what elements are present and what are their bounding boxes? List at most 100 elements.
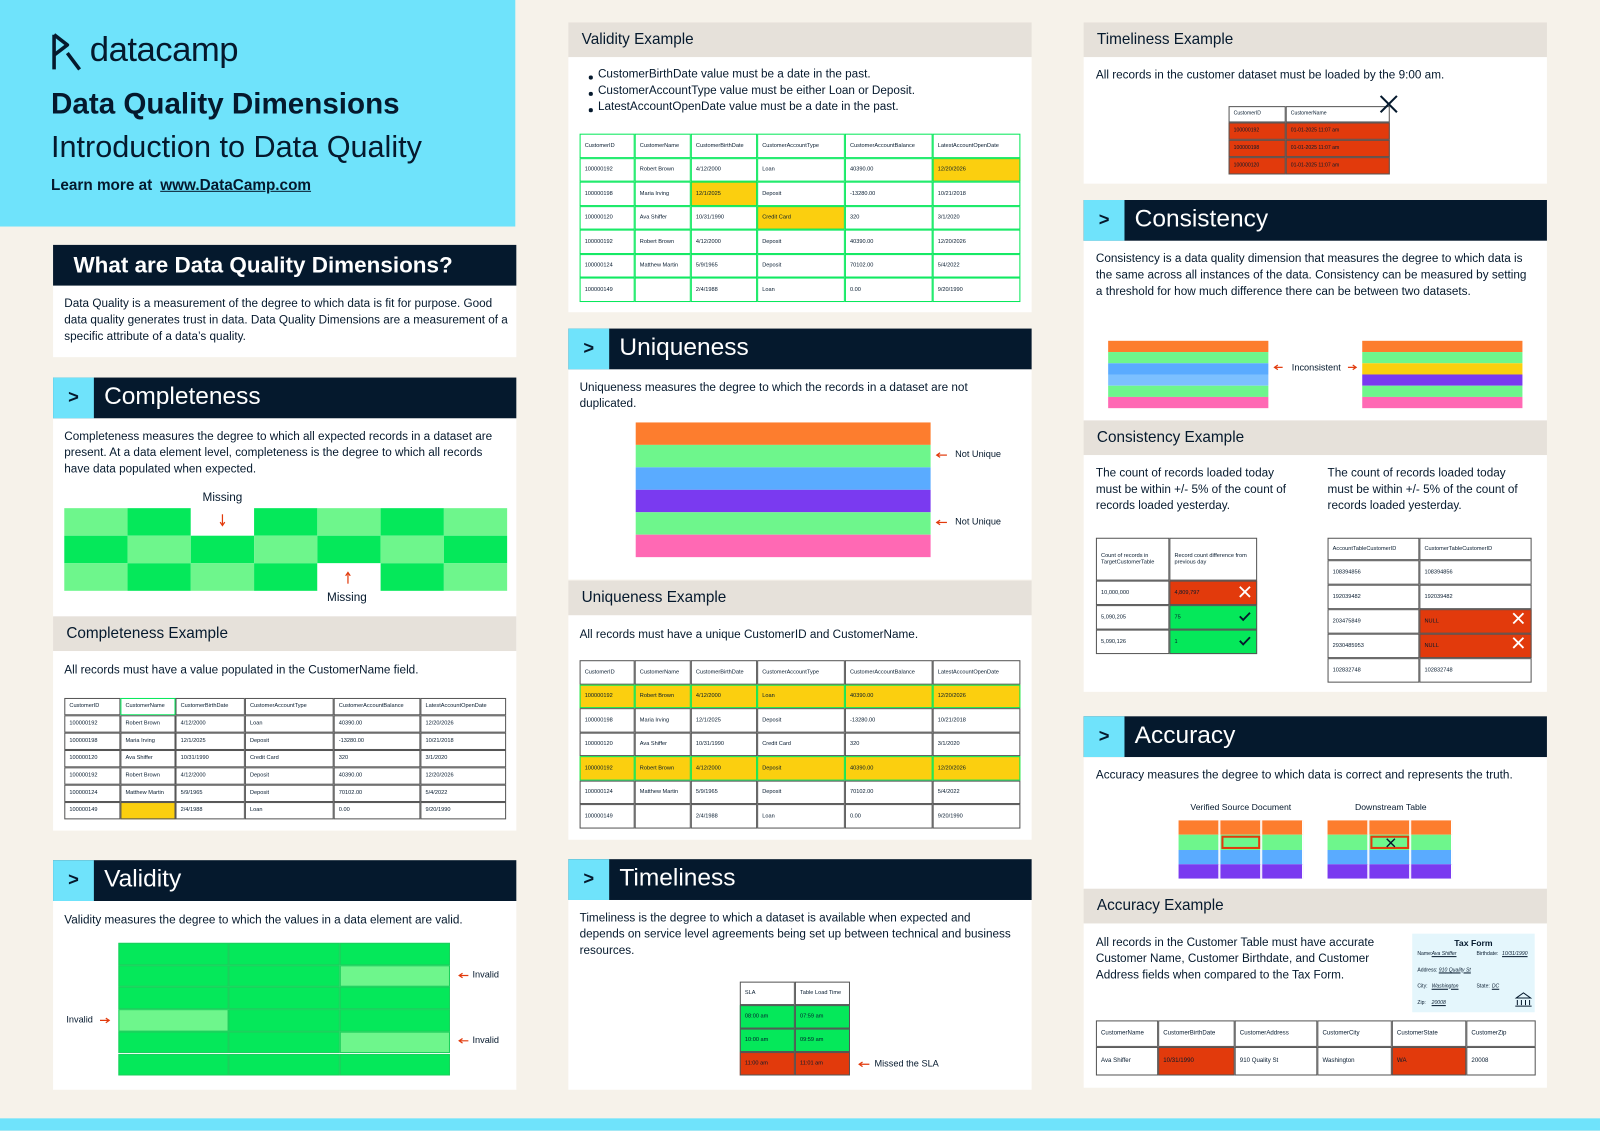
table-cell: Robert Brown	[120, 767, 176, 785]
grid-cell	[118, 1053, 229, 1076]
table-cell: 12/20/2026	[420, 767, 507, 785]
stripe	[1108, 363, 1269, 375]
subheader	[53, 616, 517, 652]
paragraph: Uniqueness measures the degree to which …	[579, 381, 968, 411]
header-panel	[0, 0, 516, 227]
table-cell: Loan	[757, 684, 845, 709]
card	[1083, 757, 1547, 889]
grid-cell	[339, 1031, 451, 1054]
link[interactable]: www.DataCamp.com	[160, 176, 312, 194]
table-header-cell: CustomerID	[579, 660, 635, 685]
table-cell: 70102.00	[844, 780, 933, 805]
stripe	[1362, 352, 1523, 364]
section-heading: Validity	[104, 865, 182, 893]
table-cell: 12/20/2026	[932, 684, 1021, 709]
table-cell: 12/20/2026	[932, 756, 1021, 781]
table-cell: Robert Brown	[634, 756, 691, 781]
table-cell: 100000192	[579, 756, 635, 781]
stripe	[1108, 374, 1269, 386]
table-cell: Robert Brown	[634, 229, 691, 254]
table-cell: 320	[333, 749, 421, 768]
table-cell: 100000149	[64, 802, 121, 820]
table-cell: 4/12/2000	[690, 229, 758, 254]
table-header-cell: CustomerName	[634, 133, 691, 158]
table-cell	[634, 277, 691, 302]
field-value: Washington	[1431, 983, 1459, 990]
grid-cell	[380, 563, 444, 591]
table-cell: Loan	[757, 277, 845, 302]
table-cell: 3/1/2020	[420, 749, 507, 768]
table-cell: 5,090,205	[1095, 605, 1170, 630]
bullet-text: LatestAccountOpenDate value must be a da…	[597, 101, 899, 114]
section-bar	[53, 377, 517, 419]
table-cell: 5/4/2022	[932, 780, 1021, 805]
table-cell: 9/20/1990	[932, 804, 1021, 829]
table-cell: 70102.00	[844, 253, 933, 278]
table-cell: Maria Irving	[120, 732, 176, 750]
table-cell: 100000198	[579, 708, 635, 733]
table-header-cell: CustomerName	[634, 660, 691, 685]
bullet-text: CustomerAccountType value must be either…	[597, 84, 915, 97]
grid-cell	[118, 964, 229, 988]
table-cell: 320	[844, 205, 933, 230]
table-cell: 192039482	[1419, 584, 1532, 610]
table-cell: 102832748	[1327, 658, 1420, 683]
table-cell: 01-01-2025 11:07 am	[1285, 157, 1390, 175]
grid-cell	[1220, 834, 1262, 850]
table-cell: Deposit	[757, 756, 845, 781]
table-cell: 108394856	[1327, 560, 1420, 585]
grid-cell	[1262, 849, 1304, 865]
table-cell: 910 Quality St	[1234, 1046, 1318, 1076]
table-header-cell: CustomerAccountBalance	[844, 660, 933, 685]
table-cell: 10/31/1990	[690, 732, 758, 757]
grid-cell	[118, 942, 229, 965]
marker: >	[583, 337, 595, 359]
table-cell: 01-01-2025 11:07 am	[1285, 122, 1390, 140]
bullet-text: CustomerBirthDate value must be a date i…	[597, 68, 871, 81]
table-cell: 12/20/2026	[420, 715, 507, 733]
table-cell: 100000124	[64, 784, 121, 803]
learn-more: Learn more at	[51, 176, 153, 194]
table-cell: 4/12/2000	[175, 767, 245, 785]
grid-cell	[1178, 864, 1220, 879]
table-cell: 2930485953	[1327, 633, 1420, 659]
table-header-cell: Count of records in TargetCustomerTable	[1095, 537, 1170, 581]
table-cell: 3/1/2020	[932, 732, 1021, 757]
grid-cell	[1411, 820, 1453, 835]
table-cell: 2/4/1988	[690, 277, 758, 302]
paragraph: The count of records loaded today must b…	[1327, 467, 1518, 513]
stripe	[1362, 340, 1523, 353]
grid-cell	[64, 563, 128, 591]
table-cell: 40390.00	[333, 715, 421, 733]
section-heading: Accuracy	[1134, 721, 1236, 749]
grid-cell	[380, 535, 444, 564]
table-cell: 100000198	[64, 732, 121, 750]
table-cell: Robert Brown	[634, 684, 691, 709]
grid-cell	[228, 964, 340, 988]
grid-cell	[1178, 820, 1220, 835]
table-header-cell: CustomerName	[1095, 1020, 1159, 1047]
table-cell: Deposit	[757, 708, 845, 733]
table-cell: 5,090,126	[1095, 629, 1170, 655]
subheader	[1083, 888, 1547, 924]
marker-box	[568, 328, 610, 370]
section-heading: Consistency	[1134, 205, 1269, 233]
table-cell: 100000149	[579, 277, 635, 302]
grid-cell	[1327, 834, 1369, 850]
grid-cell	[127, 563, 191, 591]
table-header-cell: CustomerState	[1391, 1020, 1467, 1047]
subheader-text: Validity Example	[581, 30, 694, 48]
grid-cell	[317, 508, 381, 536]
table-cell: 01-01-2025 11:07 am	[1285, 139, 1390, 158]
table-cell: 3/1/2020	[932, 205, 1021, 230]
table-cell: Credit Card	[757, 732, 845, 757]
grid-cell	[254, 535, 318, 564]
section-heading: Completeness	[104, 382, 261, 411]
table-header-cell: LatestAccountOpenDate	[932, 660, 1021, 685]
subheader-text: Accuracy Example	[1096, 896, 1224, 915]
field-value: 20008	[1431, 999, 1446, 1006]
grid-cell	[1327, 849, 1369, 865]
table-header-cell: CustomerAccountType	[757, 660, 845, 685]
footer-strip	[0, 1118, 1600, 1131]
